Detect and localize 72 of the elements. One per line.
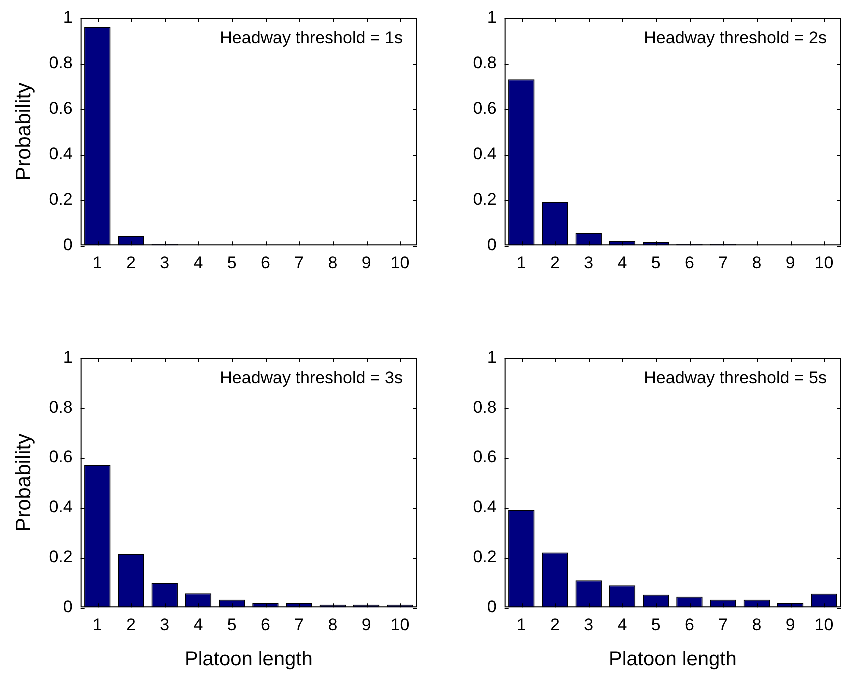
x-tick-label: 3 xyxy=(584,615,594,634)
x-tick-label: 7 xyxy=(718,253,728,272)
x-axis-title: Platoon length xyxy=(184,648,313,671)
x-tick-label: 1 xyxy=(92,253,102,272)
y-tick-label: 0.2 xyxy=(49,547,73,566)
x-tick-label: 9 xyxy=(362,253,372,272)
x-tick-label: 7 xyxy=(294,615,304,634)
x-tick-label: 5 xyxy=(227,615,237,634)
x-tick-label: 5 xyxy=(651,615,661,634)
x-tick-label: 6 xyxy=(684,615,694,634)
x-tick-label: 3 xyxy=(160,615,170,634)
y-tick-label: 0.2 xyxy=(473,190,497,209)
annotation: Headway threshold = 3s xyxy=(220,368,403,388)
y-tick-label: 1 xyxy=(63,8,73,27)
annotation: Headway threshold = 2s xyxy=(644,28,827,48)
x-tick-label: 6 xyxy=(260,253,270,272)
x-tick-label: 9 xyxy=(362,615,372,634)
x-tick-label: 4 xyxy=(618,253,628,272)
x-tick-label: 2 xyxy=(550,615,560,634)
x-tick-label: 6 xyxy=(260,615,270,634)
y-tick-label: 0.2 xyxy=(49,190,73,209)
y-tick-label: 0 xyxy=(63,597,73,616)
y-tick-label: 0.8 xyxy=(49,53,73,72)
x-tick-label: 7 xyxy=(294,253,304,272)
y-tick-label: 0.4 xyxy=(473,498,497,517)
x-axis-title: Platoon length xyxy=(608,648,737,671)
y-tick-label: 0.4 xyxy=(473,144,497,164)
x-tick-label: 10 xyxy=(390,253,410,272)
y-tick-label: 0.4 xyxy=(49,498,73,517)
x-tick-label: 10 xyxy=(814,253,834,272)
x-tick-label: 3 xyxy=(584,253,594,272)
x-tick-label: 5 xyxy=(227,253,237,272)
x-tick-label: 4 xyxy=(194,253,204,272)
x-tick-label: 10 xyxy=(814,615,834,634)
y-tick-label: 0.8 xyxy=(473,398,497,417)
y-tick-label: 1 xyxy=(487,8,497,27)
y-tick-label: 0.8 xyxy=(473,53,497,72)
y-tick-label: 0.6 xyxy=(49,448,73,467)
x-tick-label: 1 xyxy=(516,615,526,634)
y-axis-title: Probability xyxy=(12,82,36,181)
x-tick-label: 8 xyxy=(752,615,762,634)
y-tick-label: 0.6 xyxy=(473,98,497,118)
x-tick-label: 9 xyxy=(786,615,796,634)
x-tick-label: 5 xyxy=(651,253,661,272)
x-tick-label: 8 xyxy=(328,615,338,634)
y-tick-label: 1 xyxy=(63,348,73,367)
y-tick-label: 0 xyxy=(487,597,497,616)
y-axis-title: Probability xyxy=(12,433,36,532)
y-tick-label: 1 xyxy=(487,348,497,367)
x-tick-label: 1 xyxy=(516,253,526,272)
x-tick-label: 8 xyxy=(752,253,762,272)
x-tick-label: 8 xyxy=(328,253,338,272)
x-tick-label: 9 xyxy=(786,253,796,272)
x-tick-label: 2 xyxy=(550,253,560,272)
x-tick-label: 4 xyxy=(194,615,204,634)
y-tick-label: 0.6 xyxy=(49,98,73,118)
x-tick-label: 7 xyxy=(718,615,728,634)
y-tick-label: 0 xyxy=(63,235,73,254)
x-tick-label: 2 xyxy=(126,615,136,634)
x-tick-label: 3 xyxy=(160,253,170,272)
annotation: Headway threshold = 5s xyxy=(644,368,827,388)
x-tick-label: 2 xyxy=(126,253,136,272)
x-tick-label: 6 xyxy=(684,253,694,272)
y-tick-label: 0.2 xyxy=(473,547,497,566)
x-tick-label: 4 xyxy=(618,615,628,634)
annotation: Headway threshold = 1s xyxy=(220,28,403,48)
y-tick-label: 0 xyxy=(487,235,497,254)
x-tick-label: 1 xyxy=(92,615,102,634)
y-tick-label: 0.4 xyxy=(49,144,73,164)
y-tick-label: 0.6 xyxy=(473,448,497,467)
x-tick-label: 10 xyxy=(390,615,410,634)
y-tick-label: 0.8 xyxy=(49,398,73,417)
